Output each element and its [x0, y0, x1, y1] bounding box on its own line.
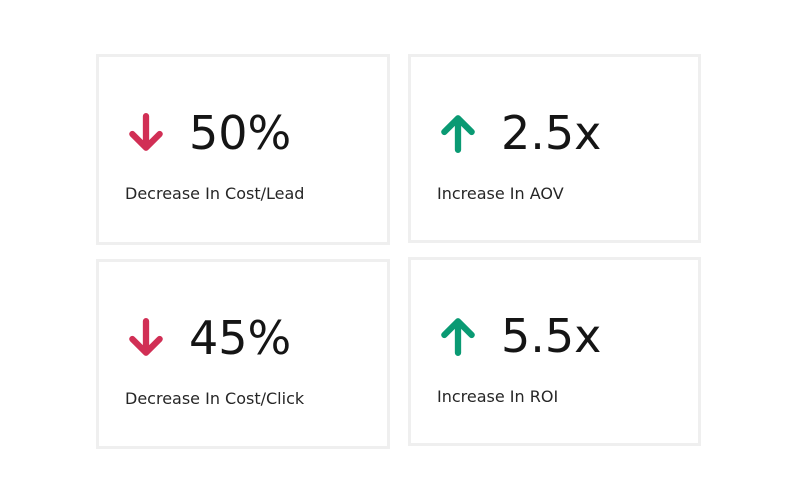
- stat-card-cost-per-lead: 50% Decrease In Cost/Lead: [96, 54, 390, 245]
- arrow-up-icon: [441, 115, 475, 153]
- stat-value: 5.5x: [501, 309, 602, 363]
- stat-card-aov: 2.5x Increase In AOV: [408, 54, 701, 243]
- stat-value: 2.5x: [501, 106, 602, 160]
- stat-label: Decrease In Cost/Click: [125, 389, 305, 408]
- stat-card-cost-per-click: 45% Decrease In Cost/Click: [96, 259, 390, 449]
- arrow-up-icon: [441, 318, 475, 356]
- stat-head: 50%: [125, 105, 291, 161]
- stat-label: Increase In ROI: [437, 387, 559, 406]
- arrow-down-icon: [129, 113, 163, 151]
- stat-head: 2.5x: [437, 105, 601, 161]
- stat-value: 50%: [189, 106, 292, 160]
- stat-head: 5.5x: [437, 308, 601, 364]
- stat-value: 45%: [189, 311, 292, 365]
- stat-card-roi: 5.5x Increase In ROI: [408, 257, 701, 446]
- arrow-down-icon: [129, 318, 163, 356]
- stat-head: 45%: [125, 310, 291, 366]
- stat-label: Decrease In Cost/Lead: [125, 184, 305, 203]
- stat-label: Increase In AOV: [437, 184, 564, 203]
